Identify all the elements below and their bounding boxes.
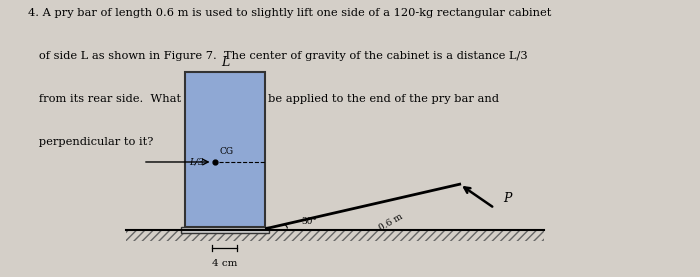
Text: 30°: 30°: [301, 217, 317, 226]
Text: perpendicular to it?: perpendicular to it?: [28, 137, 153, 147]
Bar: [185, 72, 265, 227]
Text: L: L: [220, 56, 229, 69]
Text: CG: CG: [220, 147, 234, 157]
Text: P: P: [503, 193, 511, 206]
Text: 4 cm: 4 cm: [212, 259, 237, 268]
Text: 0.6 m: 0.6 m: [377, 212, 404, 233]
Text: from its rear side.  What force P has to be applied to the end of the pry bar an: from its rear side. What force P has to …: [28, 94, 499, 104]
Text: 4. A pry bar of length 0.6 m is used to slightly lift one side of a 120-kg recta: 4. A pry bar of length 0.6 m is used to …: [28, 8, 552, 18]
Bar: [181, 227, 269, 233]
Bar: [125, 230, 544, 241]
Text: of side L as shown in Figure 7.  The center of gravity of the cabinet is a dista: of side L as shown in Figure 7. The cent…: [28, 51, 528, 61]
Text: L/3: L/3: [189, 158, 204, 166]
